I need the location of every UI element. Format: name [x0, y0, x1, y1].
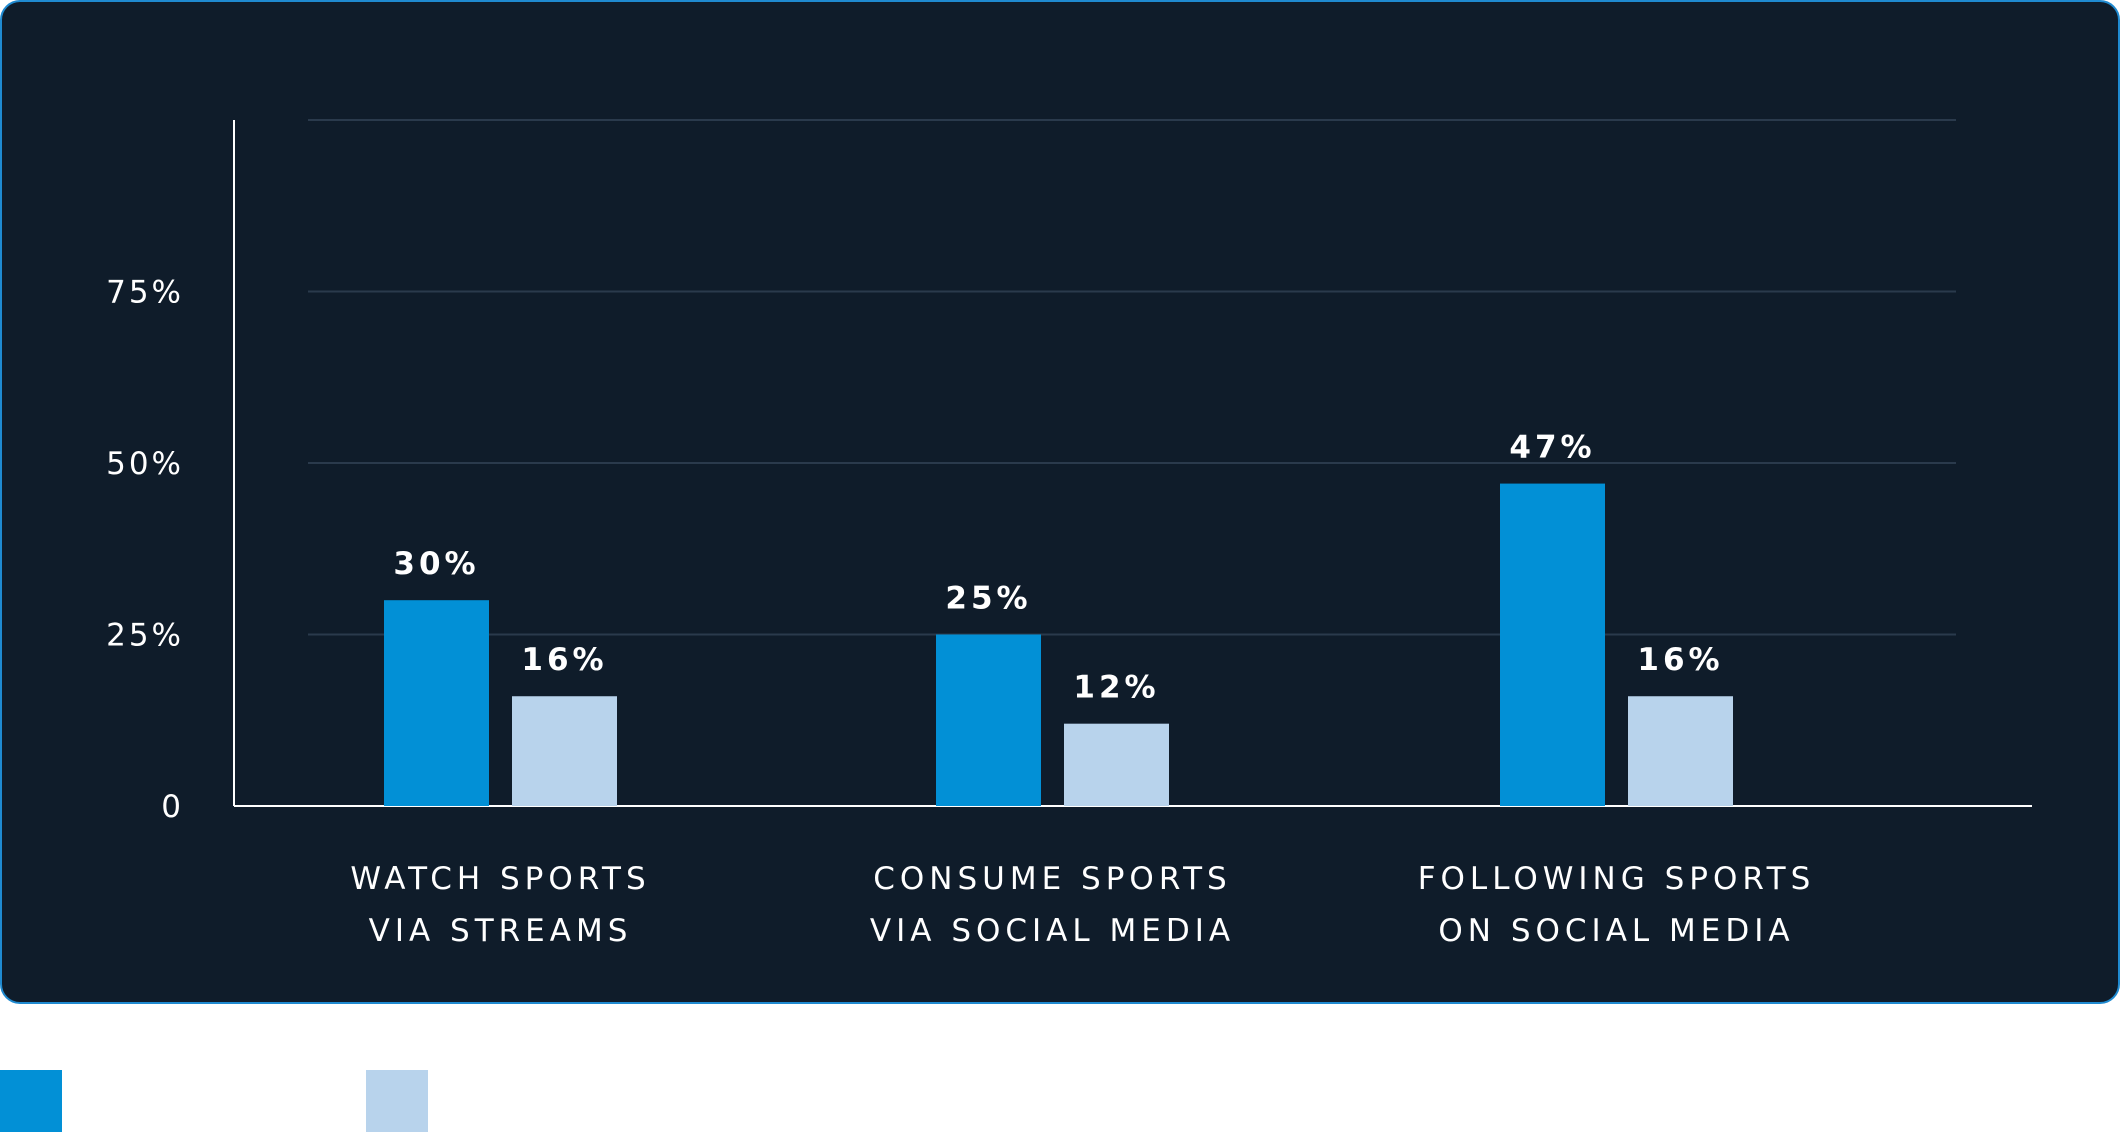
data-label: 30%	[393, 546, 479, 582]
x-category-label: ON SOCIAL MEDIA	[1438, 913, 1794, 949]
y-tick-label: 50%	[106, 446, 184, 482]
bar-chart: 0 25% 50% 75% 30% 25% 47% 16% 12% 16% WATCH SPORTS…	[106, 119, 2032, 949]
x-category-label: FOLLOWING SPORTS	[1418, 861, 1816, 897]
bar	[512, 696, 617, 806]
legend-swatch-series-1	[0, 1070, 62, 1132]
y-tick-label: 25%	[106, 618, 184, 654]
x-category-label: WATCH SPORTS	[350, 861, 650, 897]
data-label: 47%	[1509, 430, 1595, 466]
x-category-label: VIA SOCIAL MEDIA	[870, 913, 1235, 949]
legend-swatch-series-2	[366, 1070, 428, 1132]
y-tick-label: 75%	[106, 275, 184, 311]
data-label: 16%	[521, 642, 607, 678]
bar	[384, 600, 489, 806]
bar	[1500, 483, 1605, 806]
y-tick-label: 0	[161, 789, 184, 825]
data-label: 25%	[945, 581, 1031, 617]
bar	[936, 634, 1041, 806]
bar	[1064, 723, 1169, 806]
bar	[1628, 696, 1733, 806]
x-category-label: CONSUME SPORTS	[873, 861, 1231, 897]
chart-panel: 0 25% 50% 75% 30% 25% 47% 16% 12% 16% WATCH SPORTS…	[0, 0, 2120, 1004]
data-label: 12%	[1073, 670, 1159, 706]
data-label: 16%	[1637, 642, 1723, 678]
x-category-label: VIA STREAMS	[369, 913, 633, 949]
